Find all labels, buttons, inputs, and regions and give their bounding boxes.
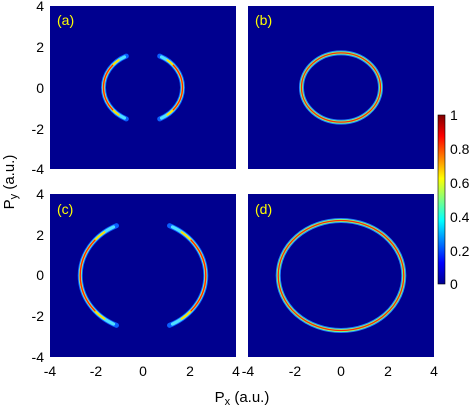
x-ticks-right: -4 -2 0 2 4 [242,363,438,379]
y-tick-bottom-3: -2 [32,308,45,324]
panel-d-label: (d) [255,201,272,217]
panel-b: (b) [248,6,434,169]
y-tick-bottom-4: -4 [32,349,45,365]
x-tick-right-1: -2 [289,363,302,379]
ring-core [277,219,405,332]
y-tick-top-1: 2 [36,39,44,55]
colorbar-tick-5: 0 [450,276,458,292]
y-axis-label: Py (a.u.) [1,155,20,210]
y-ticks-bottom: 4 2 0 -2 -4 [32,186,45,365]
panel-b-background [248,6,434,169]
colorbar-tick-1: 0.8 [450,141,470,157]
x-tick-right-0: -4 [242,363,255,379]
x-tick-left-4: 4 [232,363,240,379]
arc-left-core [102,64,114,111]
x-ticks-left: -4 -2 0 2 4 [44,363,240,379]
y-tick-top-2: 0 [36,80,44,96]
x-tick-right-4: 4 [430,363,438,379]
panel-c-ring [77,223,209,328]
x-axis-label: Px (a.u.) [215,389,270,408]
y-tick-bottom-0: 4 [36,186,44,202]
x-tick-left-1: -2 [90,363,103,379]
panel-c: (c) [50,194,236,357]
x-tick-right-3: 2 [384,363,392,379]
y-tick-bottom-1: 2 [36,227,44,243]
x-tick-left-0: -4 [44,363,57,379]
panel-a-label: (a) [57,12,74,28]
panel-b-ring [298,50,384,125]
panel-d-ring [275,217,407,334]
colorbar-tick-0: 1 [450,107,458,123]
arc-left-core [79,239,96,312]
arc-right-core [190,239,207,312]
colorbar: 1 0.8 0.6 0.4 0.2 0 [437,107,470,292]
x-tick-left-3: 2 [186,363,194,379]
colorbar-gradient [437,114,446,285]
panel-b-label: (b) [255,12,272,28]
y-tick-top-0: 4 [36,0,44,14]
y-tick-bottom-2: 0 [36,267,44,283]
colorbar-tick-4: 0.2 [450,243,470,259]
panel-d: (d) [248,194,434,357]
ring-core [300,52,382,123]
colorbar-tick-3: 0.4 [450,209,470,225]
y-tick-top-4: -4 [32,161,45,177]
y-ticks-top: 4 2 0 -2 -4 [32,0,45,177]
panel-c-label: (c) [57,201,73,217]
y-tick-top-3: -2 [32,121,45,137]
panel-a: (a) [50,6,236,169]
colorbar-ticks: 1 0.8 0.6 0.4 0.2 0 [450,107,470,292]
panel-a-background [50,6,236,169]
x-tick-left-2: 0 [139,363,147,379]
x-tick-right-2: 0 [337,363,345,379]
arc-right-core [172,64,184,111]
panel-a-ring [100,53,186,122]
colorbar-tick-2: 0.6 [450,175,470,191]
